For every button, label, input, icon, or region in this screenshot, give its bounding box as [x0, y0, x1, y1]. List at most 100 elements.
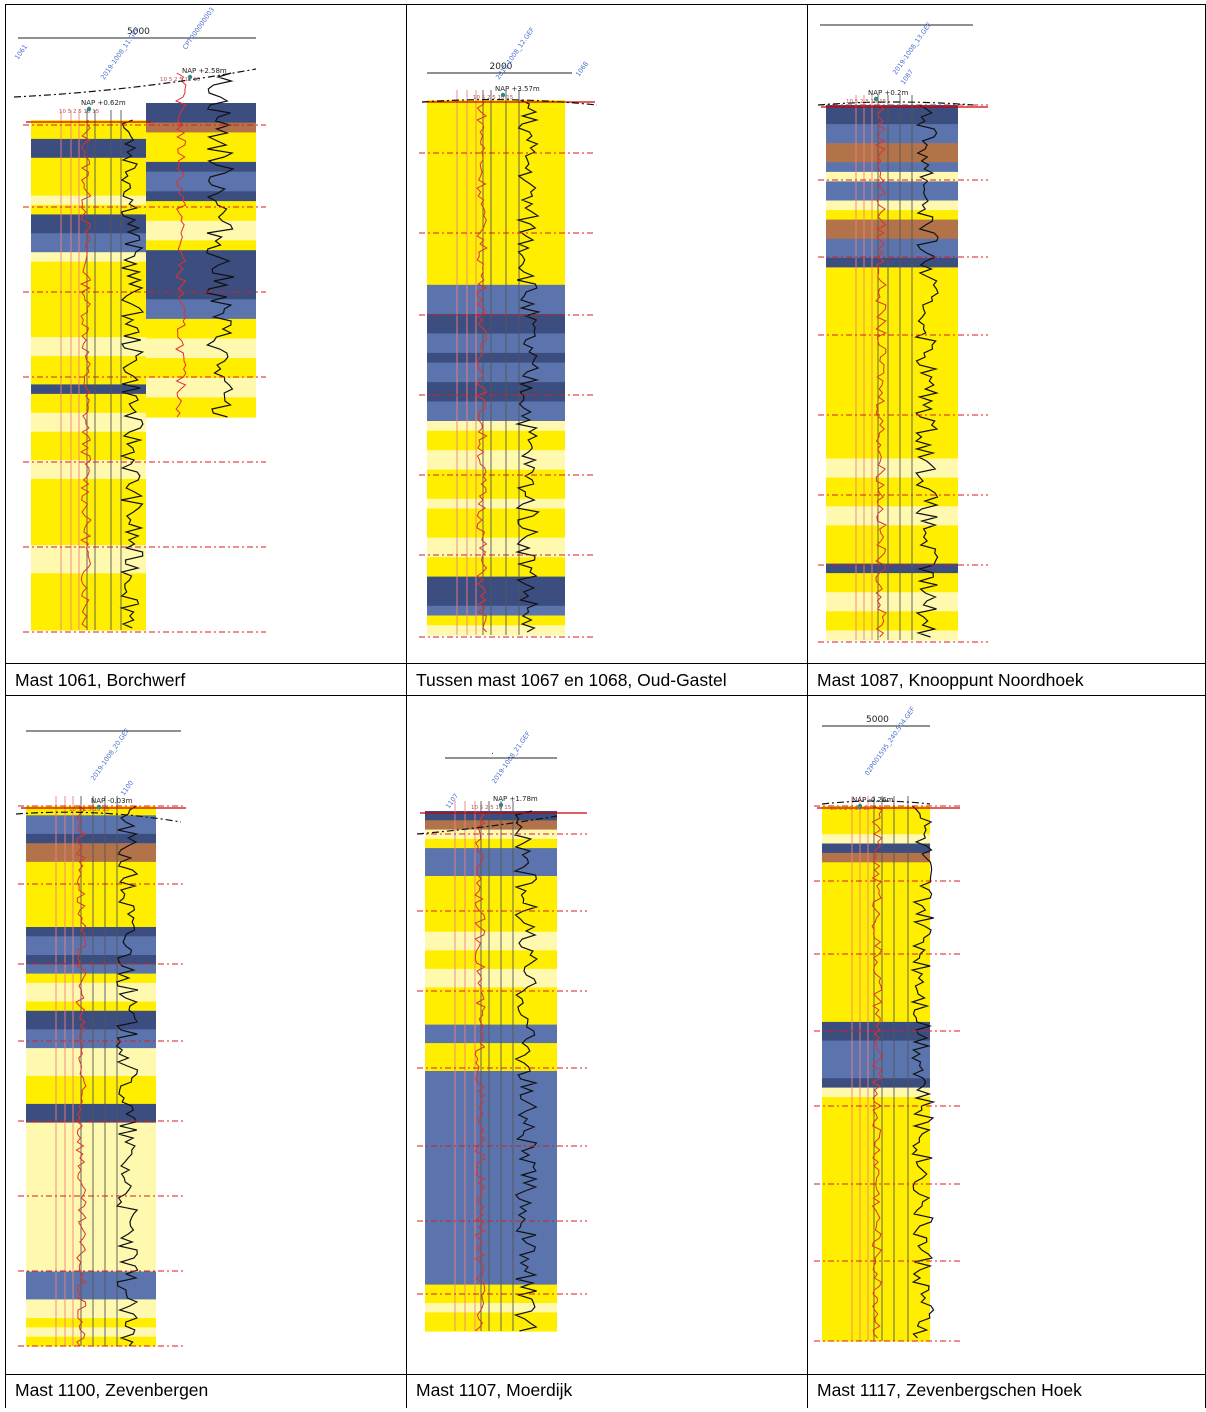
soil-layer: [146, 220, 256, 232]
soil-layer: [26, 1048, 156, 1058]
soil-layer: [822, 965, 930, 976]
soil-layer: [425, 885, 557, 896]
soil-layer: [31, 535, 146, 546]
soil-layer: [822, 1134, 930, 1145]
soil-layer: [826, 162, 958, 173]
soil-layer: [31, 620, 146, 631]
tick-labels: 10 5 2 5 10 15: [830, 806, 871, 812]
soil-layer: [425, 1043, 557, 1053]
soil-layer: [822, 1294, 930, 1305]
soil-layer: [826, 105, 958, 116]
soil-layer: [427, 304, 565, 315]
soil-layer: [26, 1252, 156, 1263]
soil-layer: [826, 257, 958, 269]
soil-layer: [425, 1238, 557, 1248]
nap-level-label: NAP -0.26m: [852, 796, 894, 804]
soil-layer: [26, 1122, 156, 1133]
soil-layer: [822, 806, 930, 816]
soil-layer: [146, 152, 256, 163]
soil-layer: [826, 219, 958, 230]
soil-layer: [822, 1265, 930, 1276]
table-divider-row2: [5, 1374, 1206, 1375]
soil-layer: [826, 210, 958, 221]
soil-layer: [425, 820, 557, 831]
soil-layer: [425, 931, 557, 942]
soil-layer: [26, 1150, 156, 1161]
soil-layer: [427, 187, 565, 198]
soil-layer: [26, 917, 156, 928]
soil-layer: [427, 177, 565, 189]
figure-table: 5000 1061 2019-1008_11.GEF CPT000000003 NAP …: [5, 4, 1206, 1408]
soil-layer: [26, 982, 156, 993]
soil-layer: [425, 1052, 557, 1063]
soil-layer: [31, 318, 146, 329]
soil-layer: [26, 1178, 156, 1189]
soil-layer: [31, 205, 146, 215]
soil-layer: [26, 1197, 156, 1207]
soil-layer: [427, 401, 565, 412]
soil-layer: [822, 1322, 930, 1333]
nap-level-label: NAP +3.57m: [495, 85, 540, 93]
soil-layer: [822, 993, 930, 1004]
soil-layer: [427, 284, 565, 296]
soil-layer: [26, 1066, 156, 1077]
table-divider-col1: [406, 4, 407, 1408]
soil-layer: [146, 397, 256, 408]
table-divider-caption1: [5, 695, 1206, 696]
soil-layer: [822, 1078, 930, 1089]
soil-layer: [822, 1106, 930, 1117]
ground-surface-line: [421, 99, 598, 106]
soil-layer: [26, 992, 156, 1003]
friction-ratio-trace-2: [174, 72, 187, 418]
soil-layer: [31, 507, 146, 518]
soil-layer: [26, 1057, 156, 1068]
soil-layer: [425, 1312, 557, 1323]
soil-layer: [427, 343, 565, 354]
cpt-file-label: 1107: [444, 792, 460, 810]
soil-layer: [822, 1247, 930, 1258]
soil-layer: [146, 171, 256, 183]
table-border-top: [5, 4, 1206, 5]
soil-layer: [31, 337, 146, 348]
soil-layer: [146, 210, 256, 222]
soil-layer: [826, 181, 958, 192]
friction-ratio-trace: [871, 805, 883, 1339]
soil-layer: [26, 1085, 156, 1096]
soil-layer: [31, 261, 146, 272]
soil-layer: [826, 343, 958, 354]
soil-layer: [425, 959, 557, 970]
cone-resistance-trace: [910, 805, 936, 1339]
soil-layer: [826, 248, 958, 259]
soil-layer: [427, 479, 565, 490]
soil-layer: [427, 129, 565, 140]
soil-layer: [826, 468, 958, 479]
soil-layer: [826, 401, 958, 412]
soil-layer: [427, 245, 565, 257]
soil-layer: [425, 1154, 557, 1165]
caption-mast-1117: Mast 1117, Zevenbergschen Hoek: [817, 1380, 1082, 1400]
soil-layer: [26, 1131, 156, 1142]
soil-layer: [826, 496, 958, 507]
soil-layer: [146, 358, 256, 369]
soil-layer: [826, 525, 958, 536]
soil-layer: [826, 305, 958, 316]
table-divider-col2: [807, 4, 808, 1408]
cpt-file-label: 2019-1008_13.GEF: [891, 21, 933, 77]
soil-layer: [31, 280, 146, 291]
soil-layer: [146, 348, 256, 359]
soil-layer: [26, 1206, 156, 1217]
soil-layer: [146, 230, 256, 241]
soil-layer: [427, 566, 565, 578]
soil-layer: [822, 1068, 930, 1079]
soil-layer: [425, 1006, 557, 1016]
soil-layer: [427, 236, 565, 247]
cpt-profile-panel-1100: 2019-1008_20.GEF 1100 NAP -0.03m 10 5 2 5 1…: [6, 696, 406, 1374]
nap-level-label: NAP +0.2m: [868, 89, 908, 97]
soil-layer: [146, 250, 256, 261]
cone-resistance-trace: [119, 119, 145, 629]
soil-layer: [826, 267, 958, 278]
soil-layer: [26, 945, 156, 956]
soil-layer: [826, 296, 958, 307]
soil-layer: [425, 1108, 557, 1118]
soil-layer: [31, 356, 146, 367]
